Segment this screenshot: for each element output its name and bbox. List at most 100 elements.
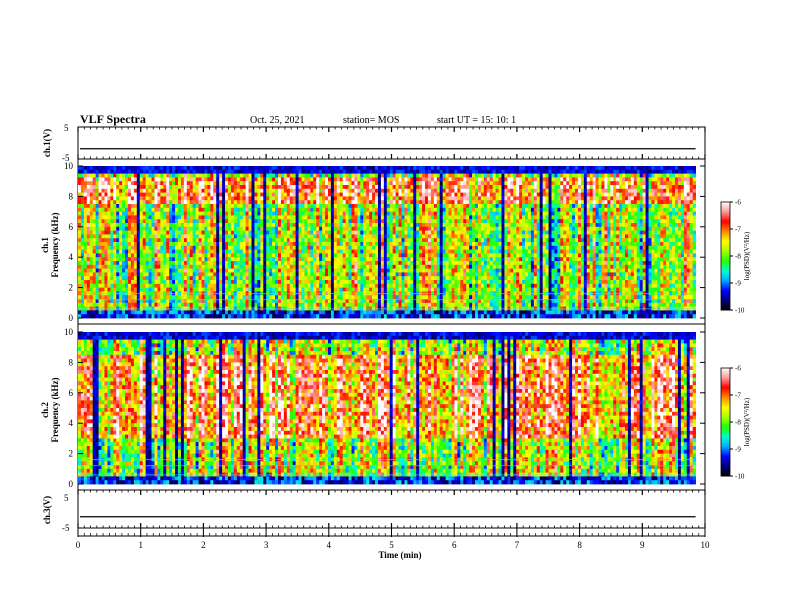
spectrogram-cell xyxy=(302,219,305,223)
spectrogram-cell xyxy=(357,303,360,307)
spectrogram-cell xyxy=(240,257,243,261)
spectrogram-cell xyxy=(384,288,387,292)
spectrogram-cell xyxy=(169,250,172,254)
spectrogram-cell xyxy=(143,242,146,246)
spectrogram-cell xyxy=(246,272,249,276)
spectrogram-cell xyxy=(260,200,263,204)
spectrogram-cell xyxy=(354,189,357,193)
spectrogram-cell xyxy=(349,234,352,238)
spectrogram-cell xyxy=(349,208,352,212)
spectrogram-cell xyxy=(346,177,349,181)
spectrogram-cell xyxy=(116,261,119,265)
spectrogram-cell xyxy=(122,193,125,197)
spectrogram-cell xyxy=(243,314,246,318)
spectrogram-cell xyxy=(319,181,322,185)
spectrogram-cell xyxy=(210,166,213,170)
spectrogram-cell xyxy=(360,181,363,185)
spectrogram-cell xyxy=(372,185,375,189)
spectrogram-cell xyxy=(319,265,322,269)
spectrogram-cell xyxy=(166,177,169,181)
spectrogram-cell xyxy=(213,219,216,223)
spectrogram-cell xyxy=(402,288,405,292)
spectrogram-cell xyxy=(181,246,184,250)
spectrogram-cell xyxy=(154,242,157,246)
spectrogram-cell xyxy=(137,204,140,208)
spectrogram-cell xyxy=(378,242,381,246)
spectrogram-cell xyxy=(122,234,125,238)
spectrogram-cell xyxy=(381,208,384,212)
spectrogram-cell xyxy=(399,280,402,284)
spectrogram-cell xyxy=(334,280,337,284)
spectrogram-cell xyxy=(172,238,175,242)
spectrogram-cell xyxy=(169,253,172,257)
spectrogram-cell xyxy=(131,166,134,170)
spectrogram-cell xyxy=(246,238,249,242)
spectrogram-cell xyxy=(196,212,199,216)
spectrogram-cell xyxy=(404,314,407,318)
spectrogram-cell xyxy=(328,303,331,307)
spectrogram-cell xyxy=(349,303,352,307)
spectrogram-cell xyxy=(216,257,219,261)
spectrogram-cell xyxy=(87,196,90,200)
spectrogram-cell xyxy=(104,242,107,246)
spectrogram-cell xyxy=(302,269,305,273)
spectrogram-cell xyxy=(381,257,384,261)
spectrogram-cell xyxy=(287,174,290,178)
spectrogram-cell xyxy=(346,261,349,265)
spectrogram-cell xyxy=(354,284,357,288)
spectrogram-cell xyxy=(375,196,378,200)
spectrogram-cell xyxy=(246,295,249,299)
spectrogram-cell xyxy=(169,223,172,227)
spectrogram-cell xyxy=(357,200,360,204)
spectrogram-cell xyxy=(204,310,207,314)
spectrogram-cell xyxy=(266,261,269,265)
spectrogram-cell xyxy=(166,250,169,254)
spectrogram-cell xyxy=(419,250,422,254)
spectrogram-cell xyxy=(390,219,393,223)
spectrogram-cell xyxy=(331,238,334,242)
spectrogram-cell xyxy=(110,288,113,292)
spectrogram-cell xyxy=(310,246,313,250)
spectrogram-cell xyxy=(213,250,216,254)
spectrogram-cell xyxy=(110,253,113,257)
spectrogram-cell xyxy=(102,272,105,276)
spectrogram-cell xyxy=(425,310,428,314)
spectrogram-cell xyxy=(190,227,193,231)
spectrogram-cell xyxy=(254,219,257,223)
spectrogram-cell xyxy=(331,303,334,307)
spectrogram-cell xyxy=(134,257,137,261)
spectrogram-cell xyxy=(378,204,381,208)
spectrogram-cell xyxy=(219,303,222,307)
spectrogram-cell xyxy=(252,200,255,204)
spectrogram-cell xyxy=(357,212,360,216)
spectrogram-cell xyxy=(172,208,175,212)
spectrogram-cell xyxy=(178,166,181,170)
spectrogram-cell xyxy=(328,193,331,197)
spectrogram-cell xyxy=(96,303,99,307)
spectrogram-cell xyxy=(154,246,157,250)
spectrogram-cell xyxy=(322,250,325,254)
spectrogram-cell xyxy=(269,174,272,178)
spectrogram-cell xyxy=(410,227,413,231)
spectrogram-cell xyxy=(352,193,355,197)
spectrogram-cell xyxy=(263,189,266,193)
spectrogram-cell xyxy=(249,166,252,170)
spectrogram-cell xyxy=(304,212,307,216)
spectrogram-cell xyxy=(293,166,296,170)
spectrogram-cell xyxy=(181,257,184,261)
spectrogram-cell xyxy=(328,295,331,299)
spectrogram-cell xyxy=(357,234,360,238)
spectrogram-cell xyxy=(337,181,340,185)
spectrogram-cell xyxy=(149,234,152,238)
spectrogram-cell xyxy=(416,219,419,223)
spectrogram-cell xyxy=(410,200,413,204)
spectrogram-cell xyxy=(310,269,313,273)
spectrogram-cell xyxy=(213,196,216,200)
spectrogram-cell xyxy=(104,246,107,250)
spectrogram-cell xyxy=(310,189,313,193)
spectrogram-cell xyxy=(122,265,125,269)
spectrogram-cell xyxy=(381,246,384,250)
spectrogram-cell xyxy=(140,242,143,246)
spectrogram-cell xyxy=(378,246,381,250)
spectrogram-cell xyxy=(181,196,184,200)
